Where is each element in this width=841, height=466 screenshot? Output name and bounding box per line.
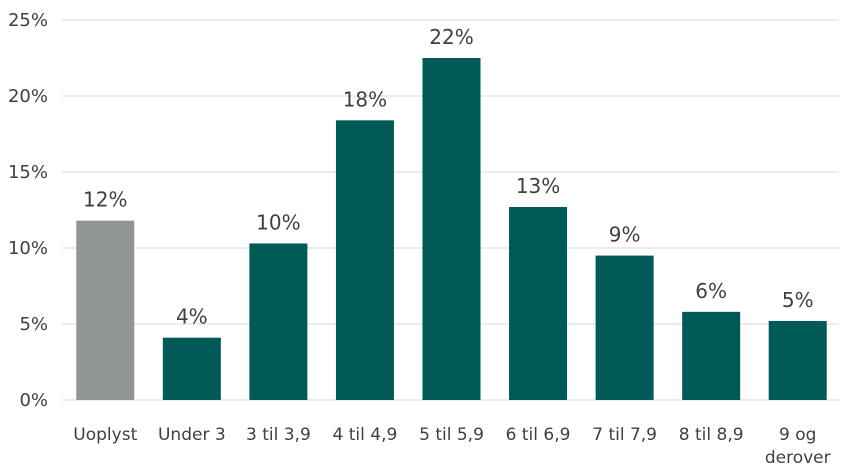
data-label: 12% <box>83 188 127 212</box>
x-tick-label: 6 til 6,9 <box>506 425 571 445</box>
y-tick-label: 10% <box>8 238 48 259</box>
data-label: 6% <box>695 279 727 303</box>
y-tick-label: 15% <box>8 162 48 183</box>
bar <box>768 320 827 400</box>
bar <box>76 220 135 400</box>
x-tick-label: Under 3 <box>158 425 226 445</box>
bar <box>162 337 221 400</box>
bar <box>335 120 394 400</box>
data-label: 18% <box>343 87 387 111</box>
x-tick-label: 9 og derover <box>765 425 831 466</box>
x-tick-label: 3 til 3,9 <box>246 425 311 445</box>
x-tick-label: 5 til 5,9 <box>419 425 484 445</box>
data-labels: 12% 4% 10% 18% 22% 13% 9% 6% 5% <box>83 25 814 329</box>
category-labels: Uoplyst Under 3 3 til 3,9 4 til 4,9 5 til 5,… <box>73 425 830 466</box>
y-tick-label: 0% <box>19 390 48 411</box>
bar <box>595 255 654 400</box>
y-tick-label: 20% <box>8 86 48 107</box>
x-tick-label: 4 til 4,9 <box>333 425 398 445</box>
bar <box>249 243 308 400</box>
data-label: 10% <box>256 210 300 234</box>
bar <box>422 58 481 400</box>
x-tick-label: Uoplyst <box>73 425 137 445</box>
y-tick-label: 5% <box>19 314 48 335</box>
y-tick-label: 25% <box>8 10 48 31</box>
data-label: 13% <box>516 174 560 198</box>
data-label: 22% <box>429 25 473 49</box>
bar <box>509 206 568 400</box>
data-label: 4% <box>176 305 208 329</box>
bar <box>682 311 741 400</box>
data-label: 5% <box>782 288 814 312</box>
bars <box>76 58 827 400</box>
y-axis-ticks: 0% 5% 10% 15% 20% 25% <box>8 10 48 411</box>
x-tick-label: 8 til 8,9 <box>679 425 744 445</box>
data-label: 9% <box>609 223 641 247</box>
x-tick-label: 7 til 7,9 <box>592 425 657 445</box>
